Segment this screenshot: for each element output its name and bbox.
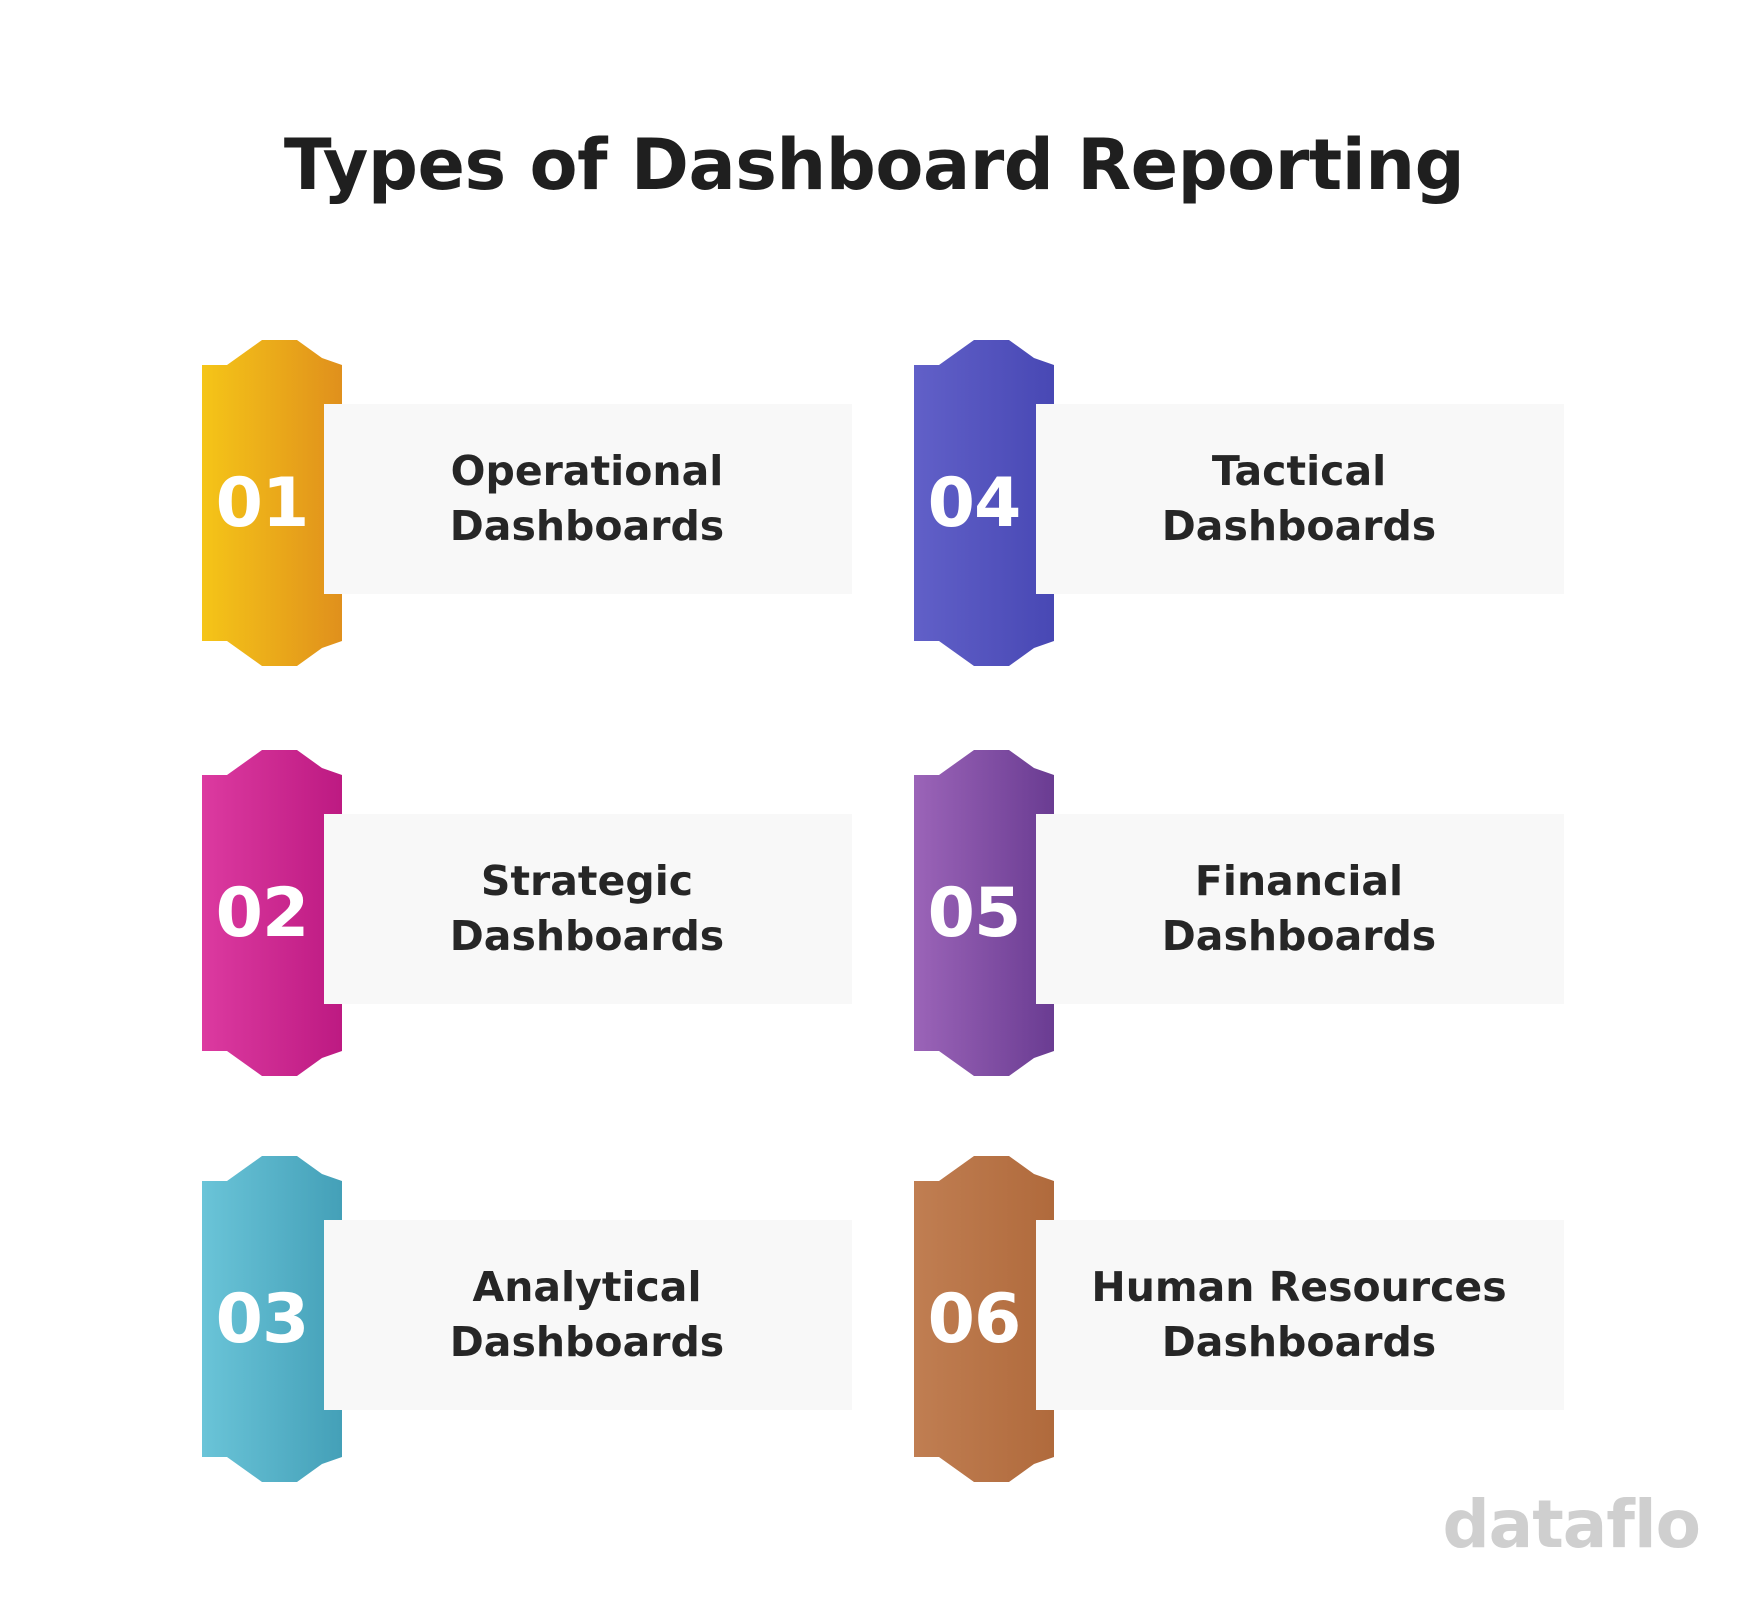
dashboard-type-card-03: 03 Analytical Dashboards xyxy=(202,1156,922,1486)
dashboard-type-card-01: 01 Operational Dashboards xyxy=(202,340,922,670)
number-badge xyxy=(202,750,342,1076)
dashboard-type-card-02: 02 Strategic Dashboards xyxy=(202,750,922,1080)
card-label: Human Resources Dashboards xyxy=(1034,1220,1564,1410)
card-number: 05 xyxy=(927,873,1022,953)
card-label: Tactical Dashboards xyxy=(1034,404,1564,594)
card-panel xyxy=(1034,814,1564,1004)
card-panel xyxy=(1034,1220,1564,1410)
dashboard-type-card-05: 05 Financial Dashboards xyxy=(914,750,1634,1080)
card-number: 01 xyxy=(215,463,310,543)
card-label-line2: Dashboards xyxy=(1161,1318,1437,1366)
dashboard-type-card-04: 04 Tactical Dashboards xyxy=(914,340,1634,670)
number-badge xyxy=(202,340,342,666)
page-title: Types of Dashboard Reporting xyxy=(283,124,1465,206)
card-label-line1: Human Resources xyxy=(1091,1263,1507,1311)
card-number: 02 xyxy=(215,873,310,953)
card-label-line2: Dashboards xyxy=(449,502,725,550)
card-panel xyxy=(322,1220,852,1410)
card-label: Financial Dashboards xyxy=(1034,814,1564,1004)
number-badge xyxy=(202,1156,342,1482)
card-label-line2: Dashboards xyxy=(1161,912,1437,960)
card-number: 03 xyxy=(215,1279,310,1359)
dashboard-type-card-06: 06 Human Resources Dashboards xyxy=(914,1156,1634,1486)
card-label-line1: Financial xyxy=(1194,857,1404,905)
card-label-line1: Operational xyxy=(450,447,724,495)
number-badge xyxy=(914,750,1054,1076)
number-badge xyxy=(914,340,1054,666)
card-panel xyxy=(322,814,852,1004)
card-panel xyxy=(322,404,852,594)
card-label: Operational Dashboards xyxy=(322,404,852,594)
dataflo-logo: dataflo xyxy=(1442,1486,1701,1563)
card-number: 04 xyxy=(927,463,1022,543)
card-panel xyxy=(1034,404,1564,594)
card-label: Strategic Dashboards xyxy=(322,814,852,1004)
card-label-line2: Dashboards xyxy=(449,912,725,960)
card-label-line2: Dashboards xyxy=(1161,502,1437,550)
card-label-line1: Strategic xyxy=(480,857,694,905)
card-label-line2: Dashboards xyxy=(449,1318,725,1366)
number-badge xyxy=(914,1156,1054,1482)
card-label: Analytical Dashboards xyxy=(322,1220,852,1410)
card-number: 06 xyxy=(927,1279,1022,1359)
card-label-line1: Analytical xyxy=(472,1263,702,1311)
card-label-line1: Tactical xyxy=(1211,447,1387,495)
